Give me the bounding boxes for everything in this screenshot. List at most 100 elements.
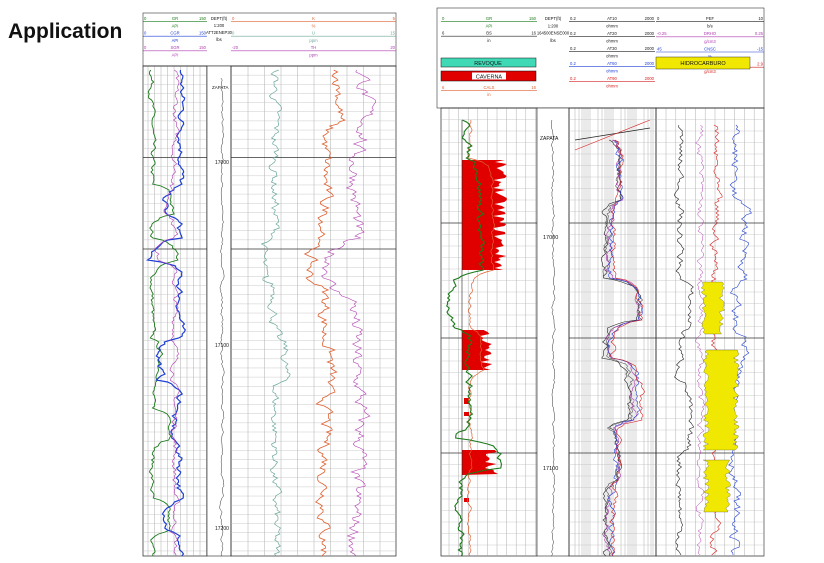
- left-depth-label-17100: 17100: [215, 343, 229, 349]
- header-min-value: -20: [232, 45, 239, 50]
- header-min-value: 0: [144, 16, 147, 21]
- header-curve-label: TH: [311, 45, 317, 50]
- drho-curve: [694, 124, 706, 556]
- right-depth-label-17100: 17100: [543, 466, 558, 472]
- header-curve-label: K: [312, 16, 315, 21]
- left-depth-label-17000: 17000: [215, 160, 229, 166]
- header-curve-label: GR: [172, 16, 178, 21]
- left-depth-track: [206, 65, 232, 557]
- caverna-fill-spot: [464, 498, 469, 502]
- right-log-panel: 0 GR 150 API 6 BS 16 in 6 CALS 16 in REVOQUE CAVERN…: [436, 7, 765, 557]
- header-curve-label: b/e: [707, 24, 713, 29]
- header-min-value: 0: [144, 45, 147, 50]
- cals-curve: [466, 119, 495, 557]
- header-min-value: 0: [442, 16, 445, 21]
- header-min-value: 0.2: [570, 76, 576, 81]
- right-log-body: [440, 107, 765, 557]
- depth-header-text: 164500ENSE000: [537, 31, 570, 36]
- resistivity-curve: [601, 139, 642, 557]
- header-min-value: 6: [442, 85, 445, 90]
- header-max-value: 15: [390, 31, 395, 36]
- header-curve-label: ohmm: [606, 54, 618, 59]
- right-depth-track: [536, 107, 570, 557]
- depth-header-text: DEPT(ft): [545, 16, 562, 21]
- header-curve-label: ohmm: [606, 69, 618, 74]
- cnsc-curve: [726, 124, 753, 556]
- header-curve-label: CNSC: [704, 46, 716, 51]
- header-max-value: 150: [199, 16, 207, 21]
- th-curve: [321, 69, 377, 557]
- left-track1-header: 0 GR 150 API 0 CGR 150 API 0 SGR 150 API: [143, 16, 207, 58]
- zapata-marker-line: [574, 119, 651, 151]
- header-min-value: 0: [144, 31, 147, 36]
- cgr-curve: [145, 69, 187, 557]
- header-max-value: 5: [393, 16, 396, 21]
- u-curve: [260, 69, 291, 557]
- header-curve-label: API: [172, 23, 179, 28]
- header-curve-label: ohmm: [606, 84, 618, 89]
- header-max-value: 150: [199, 45, 207, 50]
- header-curve-label: g/cm3: [704, 39, 716, 44]
- header-max-value: 10: [758, 16, 763, 21]
- right-depth-header: DEPT(ft) 1:200 164500ENSE000 lbs: [537, 16, 570, 43]
- depth-tension-curve: [219, 77, 225, 557]
- header-curve-label: CGR: [170, 31, 179, 36]
- caverna-fill-zone: [462, 160, 507, 270]
- left-depth-label-17200: 17200: [215, 526, 229, 532]
- depth-header-text: lbs: [550, 38, 555, 43]
- caverna-fill-zone: [462, 330, 493, 370]
- left-depth-header: DEPT(ft) 1:200 ATT2ENEP30 lbs: [142, 12, 397, 67]
- left-log-body: [142, 65, 397, 557]
- header-max-value: 2000: [645, 31, 655, 36]
- resistivity-curve: [609, 139, 645, 557]
- left-depth-label-zapata: ZAPATA: [212, 85, 229, 90]
- header-curve-label: in: [487, 38, 491, 43]
- header-max-value: 2000: [645, 16, 655, 21]
- right-resistivity-header: 0.2 AT10 2000 ohmm 0.2 AT20 2000 ohmm 0.2 AT30 200…: [569, 16, 655, 89]
- header-curve-label: %: [312, 23, 316, 28]
- header-curve-label: ppm: [309, 53, 318, 58]
- caverna-fill-spot: [464, 398, 469, 404]
- caverna-legend-label: CAVERNA: [476, 75, 503, 81]
- header-curve-label: GR: [486, 16, 492, 21]
- header-curve-label: PEF: [706, 16, 715, 21]
- header-curve-label: CALS: [484, 85, 495, 90]
- header-curve-label: in: [487, 92, 491, 97]
- zapata-marker-line: [574, 127, 651, 141]
- depth-header-text: 1:200: [214, 23, 225, 28]
- left-track2-header: 0 K 5% 0 U 15 ppm -20 TH 20 ppm: [231, 16, 396, 58]
- header-curve-label: API: [172, 38, 179, 43]
- gr-curve: [446, 119, 502, 557]
- header-curve-label: ppm: [309, 38, 318, 43]
- header-max-value: 2000: [645, 61, 655, 66]
- header-min-value: 0: [232, 16, 235, 21]
- header-curve-label: SGR: [170, 45, 179, 50]
- header-min-value: 0.2: [570, 46, 576, 51]
- header-curve-label: AT10: [607, 16, 617, 21]
- header-max-value: 2000: [645, 46, 655, 51]
- header-min-value: 0.2: [570, 61, 576, 66]
- header-curve-label: AT20: [607, 31, 617, 36]
- hidrocarburo-legend-label: HIDROCARBURO: [680, 61, 726, 67]
- revoque-legend-label: REVOQUE: [474, 61, 502, 67]
- k-curve: [303, 69, 346, 557]
- resistivity-curve: [604, 139, 641, 557]
- header-curve-label: AT60: [607, 61, 617, 66]
- header-max-value: 2.9: [757, 62, 763, 67]
- header-max-value: 150: [529, 16, 537, 21]
- depth-tension-curve: [551, 119, 556, 557]
- depth-header-text: ATT2ENEP30: [206, 30, 233, 35]
- header-curve-label: BS: [486, 31, 492, 36]
- resistivity-curve: [602, 139, 644, 557]
- pef-curve: [673, 124, 695, 556]
- header-curve-label: U: [312, 31, 315, 36]
- right-depth-label-17000: 17000: [543, 235, 558, 241]
- hidrocarburo-fill-zone: [702, 349, 740, 451]
- revoque-legend-swatch: [440, 57, 537, 68]
- depth-header-text: lbs: [216, 37, 221, 42]
- depth-header-text: DEPT(ft): [211, 16, 228, 21]
- header-min-value: 6: [442, 31, 445, 36]
- caverna-legend-labelbox: [472, 72, 506, 80]
